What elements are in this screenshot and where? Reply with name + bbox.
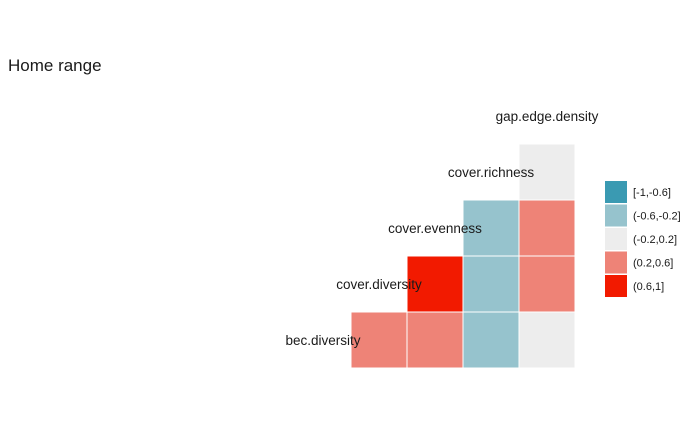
heatmap-cell-cover.diversity-cover.richness (462, 255, 520, 313)
row-label-cover.evenness: cover.evenness (388, 221, 482, 236)
legend-label: [-1,-0.6] (633, 187, 671, 199)
legend-swatch (605, 181, 627, 203)
legend-label: (-0.2,0.2] (633, 234, 677, 246)
legend-swatch (605, 251, 627, 274)
legend-swatch (605, 275, 627, 297)
chart-title: Home range (8, 56, 102, 75)
legend-label: (0.2,0.6] (633, 258, 673, 270)
heatmap-cell-cover.evenness-gap.edge.density (518, 199, 576, 257)
legend-swatch (605, 228, 627, 250)
row-label-gap.edge.density: gap.edge.density (496, 109, 599, 124)
legend-swatch (605, 204, 627, 227)
legend-label: (0.6,1] (633, 281, 664, 293)
heatmap-cell-bec.diversity-cover.evenness (406, 311, 464, 369)
heatmap-cells (350, 143, 576, 369)
heatmap-cell-bec.diversity-gap.edge.density (518, 311, 576, 369)
heatmap-cell-cover.diversity-gap.edge.density (518, 255, 576, 313)
row-labels: bec.diversity cover.diversity cover.evenne… (285, 109, 598, 348)
heatmap-cell-cover.richness-gap.edge.density (518, 143, 576, 201)
row-label-cover.diversity: cover.diversity (336, 277, 422, 292)
legend-label: (-0.6,-0.2] (633, 211, 681, 223)
heatmap-cell-cover.evenness-cover.richness (462, 199, 520, 257)
heatmap-cell-bec.diversity-cover.richness (462, 311, 520, 369)
legend: [-1,-0.6] (-0.6,-0.2] (-0.2,0.2] (0.2,0.6] (… (605, 181, 681, 297)
row-label-cover.richness: cover.richness (448, 165, 535, 180)
heatmap-cell-bec.diversity-cover.diversity (350, 311, 408, 369)
row-label-bec.diversity: bec.diversity (285, 333, 360, 348)
